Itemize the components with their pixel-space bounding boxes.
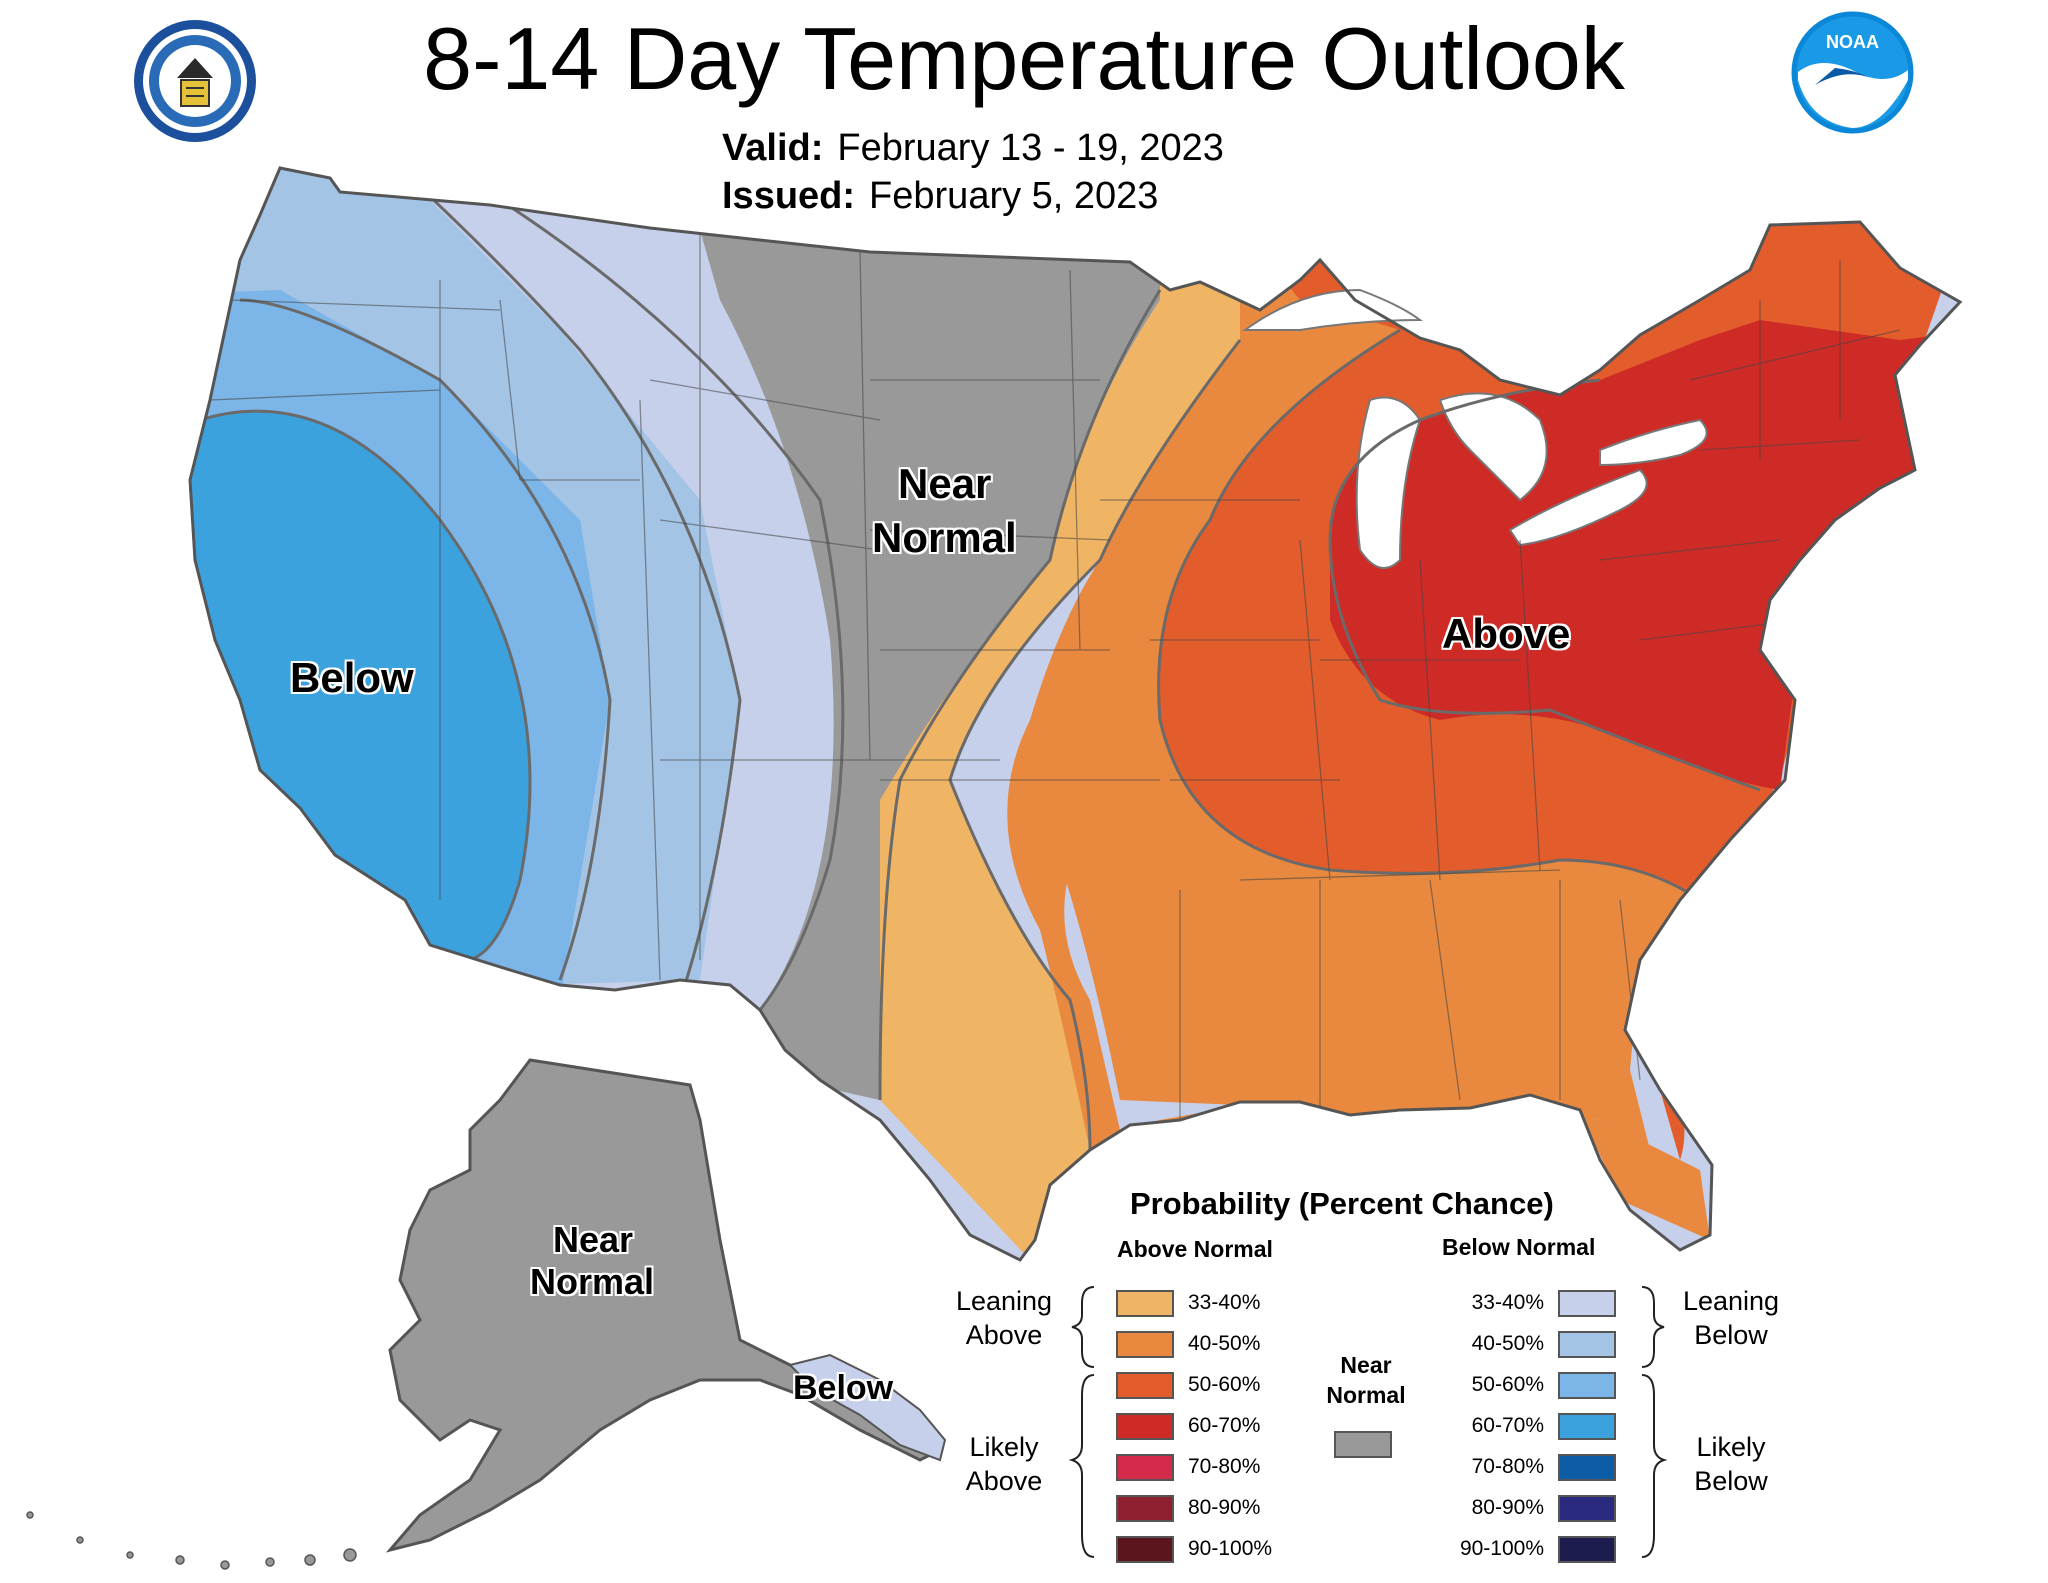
legend-range: 40-50% xyxy=(1471,1332,1544,1355)
legend-swatch xyxy=(1558,1535,1616,1563)
legend-range: 70-80% xyxy=(1188,1455,1261,1478)
legend-swatch xyxy=(1116,1412,1174,1440)
legend-near-normal-swatch xyxy=(1334,1431,1392,1458)
legend-above-braces xyxy=(1068,1286,1095,1558)
legend-leaning-below-label: Leaning Below xyxy=(1666,1284,1796,1352)
legend-below-row: 90-100% xyxy=(1444,1534,1616,1564)
issued-date: February 5, 2023 xyxy=(869,175,1159,217)
issued-label: Issued: xyxy=(722,175,856,217)
legend-leaning-below-line2: Below xyxy=(1694,1320,1768,1350)
alaska-panhandle xyxy=(788,1353,947,1462)
legend-swatch xyxy=(1116,1453,1174,1481)
aleutian-islands xyxy=(26,1511,357,1570)
legend-below-row: 33-40% xyxy=(1444,1288,1616,1318)
legend-leaning-above-label: Leaning Above xyxy=(944,1284,1064,1352)
legend-above-row: 50-60% xyxy=(1116,1370,1260,1400)
legend-below-row: 40-50% xyxy=(1444,1329,1616,1359)
dept-of-commerce-seal-icon xyxy=(134,20,256,142)
date-block: Valid: February 13 - 19, 2023 Issued: Febr… xyxy=(722,124,1224,220)
legend-leaning-below-line1: Leaning xyxy=(1682,1286,1780,1316)
legend-range: 90-100% xyxy=(1188,1537,1273,1560)
legend-likely-below-line1: Likely xyxy=(1696,1432,1766,1462)
legend-below-row: 50-60% xyxy=(1444,1370,1616,1400)
legend-above-row: 33-40% xyxy=(1116,1288,1260,1318)
region-label-near-normal-alaska-line2: Normal xyxy=(530,1261,655,1302)
valid-label: Valid: xyxy=(722,127,824,169)
legend-range: 33-40% xyxy=(1188,1291,1261,1314)
legend-range: 80-90% xyxy=(1471,1496,1544,1519)
legend-swatch xyxy=(1558,1330,1616,1358)
region-label-below-west: Below xyxy=(290,654,414,701)
legend-range: 33-40% xyxy=(1471,1291,1544,1314)
legend-swatch xyxy=(1116,1535,1174,1563)
legend-likely-above-line2: Above xyxy=(965,1466,1043,1496)
legend-swatch xyxy=(1116,1289,1174,1317)
legend-swatch xyxy=(1116,1494,1174,1522)
legend-above-row: 60-70% xyxy=(1116,1411,1260,1441)
legend-range: 50-60% xyxy=(1188,1373,1261,1396)
legend-swatch xyxy=(1558,1371,1616,1399)
legend-likely-below-label: Likely Below xyxy=(1666,1430,1796,1498)
legend-swatch xyxy=(1558,1289,1616,1317)
legend-above-header: Above Normal xyxy=(1117,1236,1273,1262)
legend-range: 60-70% xyxy=(1471,1414,1544,1437)
legend-swatch xyxy=(1558,1494,1616,1522)
legend-range: 70-80% xyxy=(1471,1455,1544,1478)
legend-below-braces xyxy=(1641,1286,1668,1558)
legend-below-row: 80-90% xyxy=(1444,1493,1616,1523)
region-label-near-normal-plains-line2: Normal xyxy=(872,514,1017,561)
legend-swatch xyxy=(1116,1330,1174,1358)
legend-likely-above-label: Likely Above xyxy=(944,1430,1064,1498)
legend-range: 50-60% xyxy=(1471,1373,1544,1396)
page-title: 8-14 Day Temperature Outlook xyxy=(423,9,1625,108)
legend-near-normal-line2: Normal xyxy=(1326,1382,1406,1408)
great-lakes xyxy=(1241,288,1708,569)
legend-above-row: 90-100% xyxy=(1116,1534,1272,1564)
state-boundaries xyxy=(209,230,1901,1120)
legend-near-normal-line1: Near xyxy=(1340,1352,1392,1378)
region-label-above-east: Above xyxy=(1442,610,1571,657)
legend-swatch xyxy=(1116,1371,1174,1399)
legend-title: Probability (Percent Chance) xyxy=(1130,1186,1554,1221)
legend-likely-below-line2: Below xyxy=(1694,1466,1768,1496)
region-label-near-normal-plains-line1: Near xyxy=(898,460,992,507)
conus-outline xyxy=(188,166,1963,1262)
valid-dates: February 13 - 19, 2023 xyxy=(837,127,1224,169)
legend-below-row: 60-70% xyxy=(1444,1411,1616,1441)
legend-below-row: 70-80% xyxy=(1444,1452,1616,1482)
legend-below-header: Below Normal xyxy=(1442,1234,1596,1260)
legend-above-row: 40-50% xyxy=(1116,1329,1260,1359)
issued-line: Issued: February 5, 2023 xyxy=(722,172,1224,220)
noaa-logo-icon: NOAA xyxy=(1791,11,1914,134)
legend-range: 60-70% xyxy=(1188,1414,1261,1437)
legend-leaning-above-line2: Above xyxy=(965,1320,1043,1350)
legend-range: 40-50% xyxy=(1188,1332,1261,1355)
region-label-near-normal-alaska-line1: Near xyxy=(553,1219,634,1260)
legend-above-row: 70-80% xyxy=(1116,1452,1260,1482)
legend-range: 80-90% xyxy=(1188,1496,1261,1519)
probability-contours xyxy=(199,168,1761,1151)
legend-near-normal-label: Near Normal xyxy=(1316,1350,1416,1410)
legend-leaning-above-line1: Leaning xyxy=(955,1286,1053,1316)
legend-likely-above-line1: Likely xyxy=(969,1432,1039,1462)
svg-text:NOAA: NOAA xyxy=(1826,32,1879,52)
legend-swatch xyxy=(1558,1453,1616,1481)
region-label-below-alaska: Below xyxy=(793,1369,894,1407)
legend-above-row: 80-90% xyxy=(1116,1493,1260,1523)
legend-swatch xyxy=(1558,1412,1616,1440)
valid-line: Valid: February 13 - 19, 2023 xyxy=(722,124,1224,172)
legend-range: 90-100% xyxy=(1459,1537,1544,1560)
